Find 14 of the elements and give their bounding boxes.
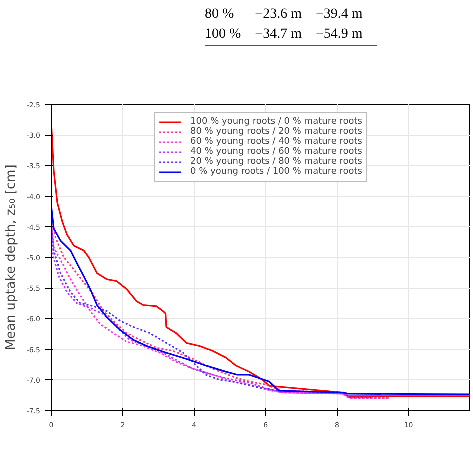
text: 80 % [205, 6, 236, 24]
text: −23.6 m [255, 6, 303, 24]
legend-label: 100 % young roots / 0 % mature roots [190, 117, 362, 127]
legend-label: 80 % young roots / 20 % mature roots [190, 127, 362, 137]
legend-label: 60 % young roots / 40 % mature roots [190, 137, 362, 147]
legend-label: 40 % young roots / 60 % mature roots [190, 147, 362, 157]
y-axis-title: Mean uptake depth, z₅₀ [cm] [4, 164, 19, 350]
line-series [52, 205, 470, 396]
text: −39.4 m [316, 6, 364, 24]
text: −34.7 m [255, 26, 303, 44]
legend-label: 0 % young roots / 100 % mature roots [190, 167, 362, 177]
legend-label: 20 % young roots / 80 % mature roots [190, 157, 362, 167]
text: −54.9 m [316, 26, 364, 44]
text: 100 % [205, 26, 242, 44]
